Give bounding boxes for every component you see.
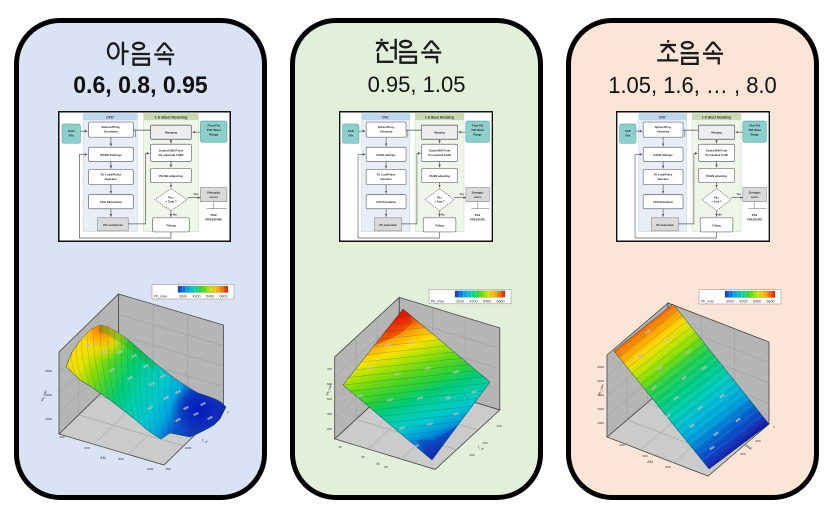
svg-text:600: 600 [84, 446, 89, 450]
svg-text:1000: 1000 [147, 467, 154, 471]
svg-text:L_F: L_F [477, 445, 485, 452]
svg-text:4000: 4000 [45, 393, 52, 397]
svg-text:800: 800 [192, 429, 197, 433]
svg-text:5400: 5400 [206, 295, 214, 299]
svg-text:3000: 3000 [45, 417, 52, 421]
svg-text:M: M [377, 462, 380, 466]
svg-text:150: 150 [482, 441, 487, 445]
svg-text:5000: 5000 [597, 379, 604, 383]
svg-text:AM: AM [647, 460, 652, 464]
svg-text:700: 700 [327, 367, 332, 371]
svg-text:400: 400 [619, 443, 624, 447]
svg-text:6000: 6000 [597, 365, 604, 369]
svg-text:Pb_max: Pb_max [597, 383, 605, 396]
svg-text:500: 500 [327, 397, 332, 401]
svg-text:6000: 6000 [45, 369, 52, 373]
svg-text:3000: 3000 [179, 295, 187, 299]
svg-text:800: 800 [665, 465, 670, 469]
svg-text:4000: 4000 [597, 393, 604, 397]
svg-text:5400: 5400 [753, 300, 761, 304]
svg-text:100: 100 [496, 424, 501, 428]
svg-text:Pb_max: Pb_max [701, 300, 714, 304]
svg-text:3000: 3000 [456, 299, 464, 303]
svg-text:800: 800 [118, 457, 123, 461]
svg-text:200: 200 [469, 453, 474, 457]
svg-text:6600: 6600 [767, 300, 775, 304]
svg-text:45: 45 [338, 445, 342, 449]
svg-text:600: 600 [327, 382, 332, 386]
svg-text:Pb_max: Pb_max [154, 295, 167, 299]
svg-text:AM: AM [100, 456, 105, 460]
svg-text:4200: 4200 [740, 300, 748, 304]
svg-text:4200: 4200 [193, 295, 201, 299]
svg-text:Pb_max: Pb_max [40, 389, 48, 402]
svg-text:400: 400 [327, 412, 332, 416]
svg-text:50: 50 [361, 455, 365, 459]
svg-text:300: 300 [327, 427, 332, 431]
svg-text:0: 0 [773, 425, 775, 429]
svg-text:4200: 4200 [470, 299, 478, 303]
svg-text:6600: 6600 [220, 295, 228, 299]
svg-text:Pb_max: Pb_max [325, 383, 333, 396]
svg-text:Bmk: Bmk [744, 443, 752, 451]
svg-text:400: 400 [755, 439, 760, 443]
svg-text:0: 0 [227, 410, 229, 414]
svg-text:L_F: L_F [201, 438, 209, 445]
svg-text:6600: 6600 [497, 299, 505, 303]
svg-text:55: 55 [384, 465, 388, 469]
svg-text:3000: 3000 [597, 407, 604, 411]
svg-text:5400: 5400 [483, 299, 491, 303]
svg-text:3000: 3000 [726, 300, 734, 304]
svg-text:-900: -900 [165, 467, 171, 471]
svg-text:800: 800 [740, 452, 745, 456]
svg-text:400: 400 [59, 435, 64, 439]
svg-text:Pb_max: Pb_max [431, 299, 444, 303]
svg-text:1600: 1600 [185, 446, 192, 450]
svg-text:600: 600 [642, 454, 647, 458]
svg-text:2000: 2000 [597, 421, 604, 425]
